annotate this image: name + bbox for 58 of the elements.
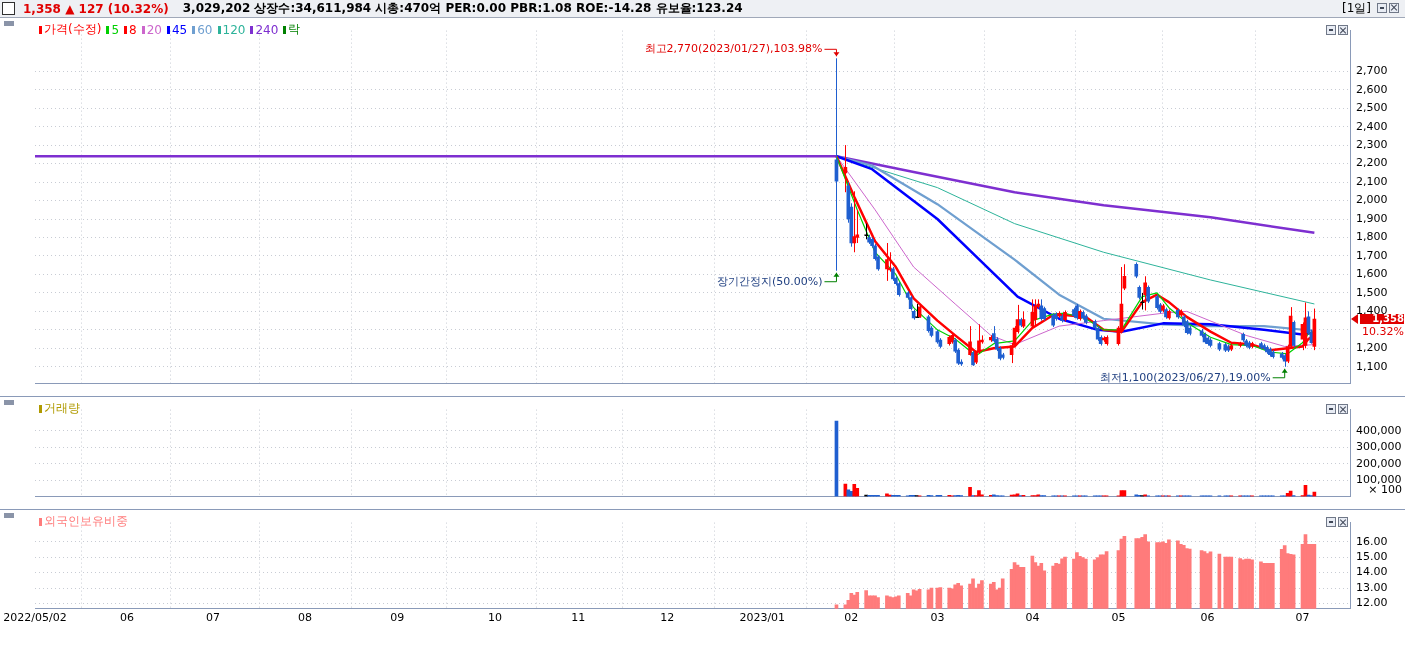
text: 거래량: [44, 400, 80, 417]
y-tick-label: 13.00: [1356, 580, 1388, 594]
y-tick-label: 1,500: [1356, 285, 1388, 299]
y-axis-title: × 100: [1368, 483, 1402, 497]
x-tick-label: 12: [660, 611, 675, 625]
y-tick-label: 2,300: [1356, 137, 1388, 151]
legend-label: 5: [111, 22, 120, 37]
annotation: 락: [288, 21, 301, 38]
y-tick-label: 2,500: [1356, 101, 1388, 115]
text: 10.32%: [1362, 325, 1404, 339]
legend-label: 60: [197, 22, 213, 37]
y-tick-label: 100,000: [1356, 472, 1402, 486]
x-tick-label: 07: [1295, 611, 1310, 625]
chart-subtitle: 3,029,202 상장수:34,611,984 시총:470억 PER:0.00 PBR:1.08 ROE:-14.28 유보율:123.24: [182, 0, 743, 17]
x-tick-label: 06: [120, 611, 135, 625]
y-tick-label: 200,000: [1356, 456, 1402, 470]
x-tick-label: 10: [488, 611, 503, 625]
y-tick-label: 16.00: [1356, 534, 1388, 548]
y-tick-label: 400,000: [1356, 423, 1402, 437]
x-tick-label: 02: [844, 611, 859, 625]
x-tick-label: 2022/05/02: [3, 611, 67, 625]
y-tick-label: 2,200: [1356, 156, 1388, 170]
y-tick-label: 1,800: [1356, 230, 1388, 244]
y-tick-label: 1,100: [1356, 359, 1388, 373]
y-tick-label: 15.00: [1356, 550, 1388, 564]
y-tick-label: 1,200: [1356, 341, 1388, 355]
x-tick-label: 05: [1111, 611, 1126, 625]
annotation: 최고2,770(2023/01/27),103.98%: [644, 42, 823, 56]
x-tick-label: 03: [930, 611, 945, 625]
x-tick-label: 09: [390, 611, 405, 625]
y-tick-label: 2,000: [1356, 193, 1388, 207]
legend-label: 외국인보유비중: [44, 513, 128, 530]
y-tick-label: 1,600: [1356, 267, 1388, 281]
x-tick-label: 07: [206, 611, 221, 625]
y-tick-label: 300,000: [1356, 440, 1402, 454]
text: [1일]: [1342, 0, 1371, 17]
annotation: 장기간정지(50.00%): [716, 274, 823, 288]
y-tick-label: 2,100: [1356, 174, 1388, 188]
y-tick-label: 12.00: [1356, 596, 1388, 610]
x-tick-label: 08: [298, 611, 313, 625]
y-tick-label: 2,700: [1356, 64, 1388, 78]
legend-label: 8: [129, 22, 137, 37]
chart-title: 1,358 ▲ 127 (10.32%): [23, 1, 169, 16]
y-tick-label: 1,700: [1356, 248, 1388, 262]
legend-label: 240: [255, 22, 279, 37]
legend-label: 20: [146, 22, 162, 37]
x-tick-label: 2023/01: [739, 611, 786, 625]
legend-label: 가격(수정): [44, 21, 102, 38]
annotation: 최저1,100(2023/06/27),19.00%: [1099, 370, 1271, 384]
y-tick-label: 2,400: [1356, 119, 1388, 133]
legend-label: 120: [222, 22, 246, 37]
x-tick-label: 11: [571, 611, 586, 625]
legend-label: 45: [171, 22, 188, 37]
y-tick-label: 1,900: [1356, 211, 1388, 225]
y-tick-label: 14.00: [1356, 565, 1388, 579]
y-tick-label: 2,600: [1356, 82, 1388, 96]
x-tick-label: 04: [1025, 611, 1040, 625]
x-tick-label: 06: [1200, 611, 1215, 625]
